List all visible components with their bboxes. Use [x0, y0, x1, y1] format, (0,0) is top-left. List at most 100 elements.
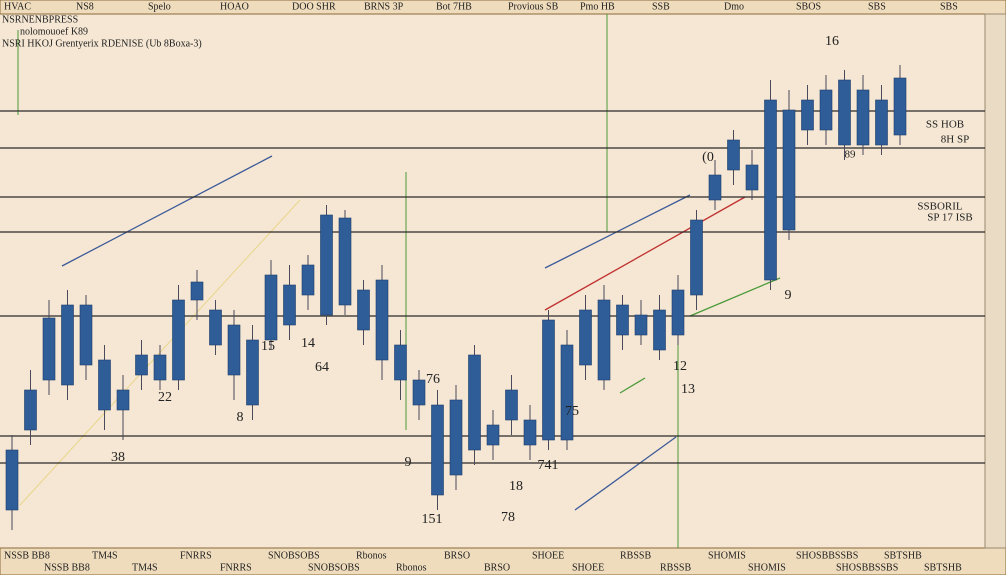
annotation: 14 — [301, 336, 315, 351]
toolbar — [0, 0, 1006, 15]
footer-item: SHOEE — [572, 562, 604, 573]
toolbar-item[interactable]: SBS — [940, 1, 958, 12]
footer-item: SBTSHB — [884, 550, 922, 561]
footer-item: SHOSBBSSBS — [836, 562, 898, 573]
candle-body — [24, 389, 37, 431]
candle-body — [690, 219, 703, 296]
annotation: 78 — [501, 510, 515, 525]
footer-item: RBSSB — [620, 550, 651, 561]
annotation: 18 — [509, 479, 523, 494]
price-scale — [984, 13, 1006, 549]
candle-body — [597, 299, 611, 381]
candle-body — [264, 274, 278, 341]
annotation: 9 — [785, 288, 792, 303]
candle-body — [5, 449, 19, 511]
candle-body — [431, 404, 444, 496]
annotation: 38 — [111, 450, 125, 465]
toolbar-item[interactable]: NS8 — [76, 1, 94, 12]
candle-body — [486, 424, 500, 446]
candle-body — [98, 359, 111, 411]
candle-body — [190, 281, 204, 301]
candle-body — [153, 354, 167, 381]
toolbar-item[interactable]: Pmo HB — [580, 1, 615, 12]
candle-body — [172, 299, 185, 381]
footer-item: TM4S — [132, 562, 158, 573]
annotation: 8 — [237, 410, 244, 425]
footer-item: NSSB BB8 — [44, 562, 90, 573]
candle-body — [875, 99, 888, 146]
annotation: 76 — [426, 372, 440, 387]
candle-body — [246, 339, 259, 406]
candle-body — [893, 77, 907, 136]
toolbar-item[interactable]: SSB — [652, 1, 670, 12]
candle-body — [745, 164, 759, 191]
annotation: SP 17 ISB — [927, 212, 972, 224]
toolbar-item[interactable]: Bot 7HB — [436, 1, 472, 12]
annotation: 15 — [261, 339, 275, 354]
trend-line — [574, 436, 677, 511]
toolbar-item[interactable]: Dmo — [724, 1, 744, 12]
footer-item: FNRRS — [180, 550, 212, 561]
toolbar-item[interactable]: Provious SB — [508, 1, 559, 12]
annotation: SSBORIL — [917, 201, 963, 213]
annotation: 13 — [681, 382, 695, 397]
candle-body — [782, 109, 796, 231]
footer-item: FNRRS — [220, 562, 252, 573]
footer-item: SHOEE — [532, 550, 564, 561]
toolbar-item[interactable]: HOAO — [220, 1, 249, 12]
trend-line — [61, 155, 273, 267]
footer-item: Rbonos — [396, 562, 427, 573]
footer-item: SNOBSOBS — [268, 550, 320, 561]
annotation: 89 — [845, 149, 857, 161]
toolbar-item[interactable]: Spelo — [148, 1, 171, 12]
footer-item: SHOMIS — [748, 562, 786, 573]
candle-body — [79, 304, 93, 366]
candle-body — [42, 317, 56, 381]
footer-item: SNOBSOBS — [308, 562, 360, 573]
annotation: SS HOB — [926, 119, 964, 131]
toolbar-item[interactable]: SBS — [868, 1, 886, 12]
annotation: 64 — [315, 360, 329, 375]
trend-line — [689, 277, 781, 317]
candle-body — [338, 217, 352, 306]
annotation: 22 — [158, 390, 172, 405]
toolbar-item[interactable]: HVAC — [4, 1, 31, 12]
candle-body — [283, 284, 296, 326]
candle-body — [523, 419, 537, 446]
toolbar-item[interactable]: SBOS — [796, 1, 821, 12]
candle-body — [505, 389, 518, 421]
footer-bar — [0, 547, 1006, 575]
candle-body — [375, 279, 389, 361]
candle-body — [671, 289, 685, 336]
trend-line — [619, 377, 646, 394]
candle-body — [801, 99, 814, 131]
footer-item: SHOSBBSSBS — [796, 550, 858, 561]
trend-line — [544, 196, 746, 311]
header-text: NSRI HKOJ Grentyerix RDENISE (Ub 8Boxa-3… — [2, 38, 202, 49]
candle-body — [116, 389, 130, 411]
annotation: 16 — [825, 34, 839, 49]
candle-body — [838, 79, 851, 146]
toolbar-item[interactable]: BRNS 3P — [364, 1, 404, 12]
footer-item: BRSO — [444, 550, 470, 561]
header-text: NSRNENBPRESS — [2, 14, 78, 25]
candle-body — [449, 399, 463, 476]
footer-item: RBSSB — [660, 562, 691, 573]
candle-body — [819, 89, 833, 131]
footer-item: TM4S — [92, 550, 118, 561]
candle-body — [227, 324, 241, 376]
candle-body — [135, 354, 148, 376]
toolbar-item[interactable]: DOO SHR — [292, 1, 336, 12]
candle-body — [708, 174, 722, 201]
annotation: 9 — [405, 455, 412, 470]
annotation: 8H SP — [941, 134, 969, 146]
candle-body — [764, 99, 777, 281]
candle-body — [394, 344, 407, 381]
annotation: 75 — [565, 404, 579, 419]
header-text: nolomouoef K89 — [20, 26, 88, 37]
footer-item: SBTSHB — [924, 562, 962, 573]
annotation: 741 — [538, 458, 559, 473]
candle-body — [412, 379, 426, 406]
